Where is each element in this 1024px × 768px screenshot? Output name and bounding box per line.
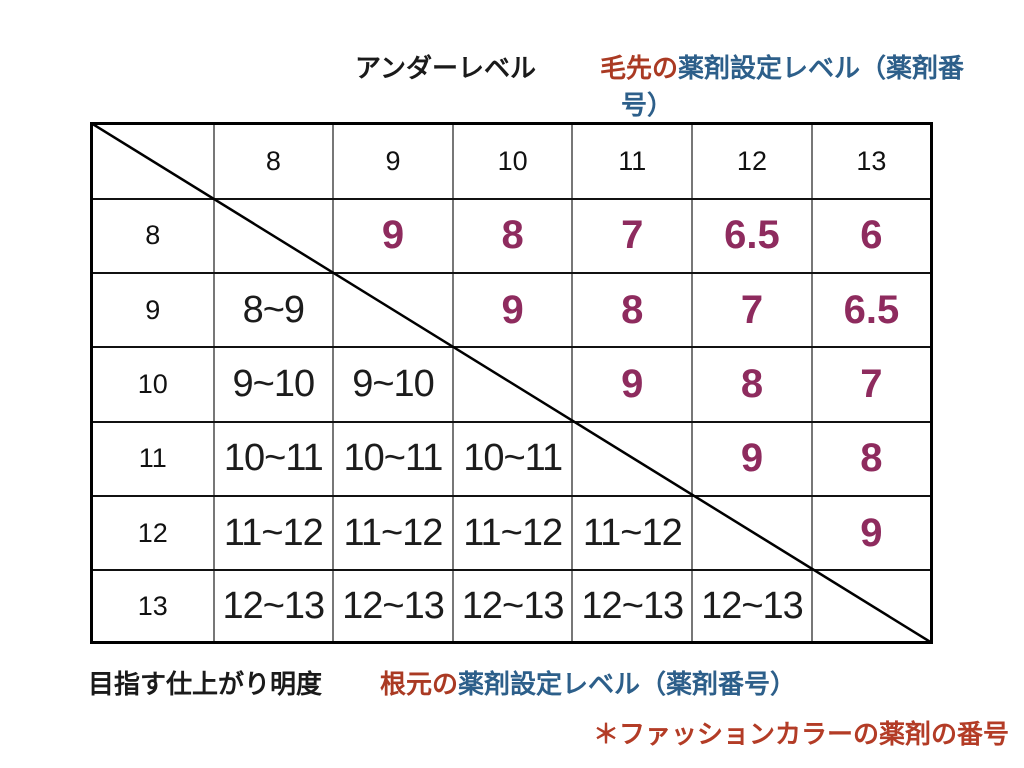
tip-level-value-cell: 7	[571, 197, 694, 274]
tip-level-value-cell: 6.5	[810, 271, 933, 349]
matrix-row: 10 9~10 9~10 9 8 7	[90, 346, 933, 423]
root-level-range-cell: 11~12	[571, 495, 694, 572]
tip-level-value-cell: 7	[691, 271, 813, 349]
matrix-row: 11 10~11 10~11 10~11 9 8	[90, 420, 933, 498]
tip-level-value-cell: 6.5	[691, 197, 813, 274]
root-label-red: 根元の	[380, 669, 459, 699]
diagonal-blank-cell	[451, 346, 574, 423]
footer-labels: 目指す仕上がり明度 根元の薬剤設定レベル（薬剤番号）	[88, 664, 796, 701]
root-level-range-cell: 10~11	[451, 420, 574, 498]
title-line-1: アンダーレベル 毛先の薬剤設定レベル（薬剤番	[355, 50, 964, 87]
tip-level-value-cell: 9	[691, 420, 813, 498]
root-level-range-cell: 12~13	[451, 569, 574, 644]
diagonal-blank-cell	[571, 420, 694, 498]
root-level-range-cell: 8~9	[212, 271, 335, 349]
tip-level-value-cell: 9	[810, 495, 933, 572]
root-level-range-cell: 11~12	[212, 495, 335, 572]
root-label-blue: 薬剤設定レベル（薬剤番号）	[458, 669, 797, 699]
matrix-row: 8 9 8 7 6.5 6	[90, 197, 933, 274]
slide-title: アンダーレベル 毛先の薬剤設定レベル（薬剤番 号）	[355, 50, 964, 124]
diagonal-blank-cell	[212, 197, 335, 274]
column-header-cell: 10	[451, 122, 574, 200]
column-header-cell: 13	[810, 122, 933, 200]
matrix-row: 9 8~9 9 8 7 6.5	[90, 271, 933, 349]
diagonal-blank-cell	[691, 495, 813, 572]
column-header-cell: 8	[212, 122, 335, 200]
root-level-range-cell: 12~13	[212, 569, 335, 644]
tip-label-red: 毛先の	[599, 53, 678, 83]
row-label-cell: 11	[90, 420, 215, 498]
matrix-row: 12 11~12 11~12 11~12 11~12 9	[90, 495, 933, 572]
matrix-header-row: 8 9 10 11 12 13	[90, 122, 933, 200]
under-level-label: アンダーレベル	[355, 53, 536, 83]
row-label-cell: 13	[90, 569, 215, 644]
root-level-range-cell: 12~13	[571, 569, 694, 644]
tip-level-value-cell: 9	[451, 271, 574, 349]
matrix-row: 13 12~13 12~13 12~13 12~13 12~13	[90, 569, 933, 644]
row-label-cell: 9	[90, 271, 215, 349]
tip-level-value-cell: 8	[571, 271, 694, 349]
root-level-range-cell: 12~13	[332, 569, 454, 644]
diagonal-blank-cell	[332, 271, 454, 349]
tip-level-value-cell: 7	[810, 346, 933, 423]
diagonal-blank-cell	[810, 569, 933, 644]
level-matrix-table: 8 9 10 11 12 13 8 9 8 7 6.5 6 9 8~9 9 8 7 6.5 10 9~10 9~10 9…	[90, 122, 933, 644]
root-level-range-cell: 10~11	[212, 420, 335, 498]
tip-level-value-cell: 9	[571, 346, 694, 423]
tip-label-blue-wrap: 号）	[620, 90, 673, 120]
row-label-cell: 8	[90, 197, 215, 274]
root-level-range-cell: 12~13	[691, 569, 813, 644]
diagonal-corner-cell	[90, 122, 215, 200]
column-header-cell: 11	[571, 122, 694, 200]
tip-level-value-cell: 6	[810, 197, 933, 274]
root-level-range-cell: 9~10	[212, 346, 335, 423]
target-brightness-label: 目指す仕上がり明度	[88, 669, 323, 699]
level-matrix: 8 9 10 11 12 13 8 9 8 7 6.5 6 9 8~9 9 8 7 6.5 10 9~10 9~10 9…	[90, 122, 933, 644]
fashion-color-note: ＊ファッションカラーの薬剤の番号	[593, 719, 1010, 749]
column-header-cell: 9	[332, 122, 454, 200]
tip-level-value-cell: 9	[332, 197, 454, 274]
root-level-range-cell: 10~11	[332, 420, 454, 498]
tip-label-blue: 薬剤設定レベル（薬剤番	[677, 53, 964, 83]
tip-level-value-cell: 8	[691, 346, 813, 423]
root-level-range-cell: 9~10	[332, 346, 454, 423]
matrix-table-body: 8 9 8 7 6.5 6 9 8~9 9 8 7 6.5 10 9~10 9~10 9 8 7 11 10~11 10…	[90, 197, 933, 644]
tip-level-value-cell: 8	[451, 197, 574, 274]
root-level-range-cell: 11~12	[451, 495, 574, 572]
root-level-range-cell: 11~12	[332, 495, 454, 572]
column-header-cell: 12	[691, 122, 813, 200]
title-line-2: 号）	[355, 87, 939, 124]
row-label-cell: 10	[90, 346, 215, 423]
row-label-cell: 12	[90, 495, 215, 572]
tip-level-value-cell: 8	[810, 420, 933, 498]
